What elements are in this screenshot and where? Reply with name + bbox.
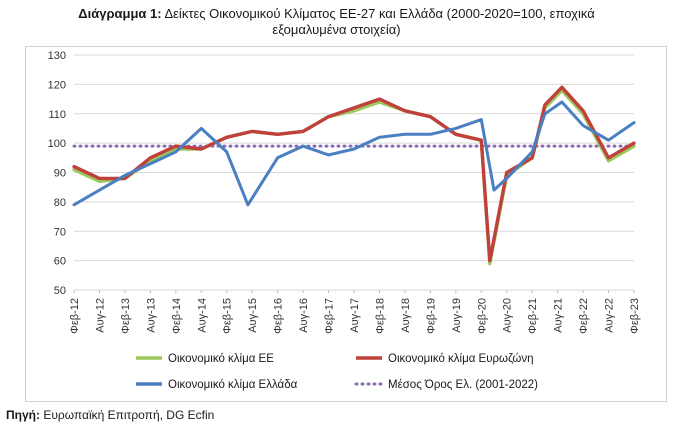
y-tick-label: 80: [54, 197, 66, 209]
y-tick-label: 130: [48, 50, 66, 62]
x-tick-label: Φεβ-21: [527, 298, 539, 334]
legend-label: Οικονομικό κλίμα ΕΕ: [168, 353, 274, 365]
x-tick-label: Αυγ-22: [604, 298, 616, 333]
x-tick-label: Φεβ-23: [629, 298, 641, 334]
chart-frame: 50 60 70 80 90 100 110 120 130 Φεβ-12 Αυγ-12 Φεβ-13…: [25, 46, 667, 402]
series-line: [72, 88, 636, 266]
legend-label: Οικονομικό κλίμα Ευρωζώνη: [388, 353, 533, 365]
x-tick-label: Αυγ-20: [502, 298, 514, 333]
y-tick-label: 100: [48, 138, 66, 150]
chart-title: Διάγραμμα 1: Δείκτες Οικονομικού Κλίματο…: [0, 6, 673, 38]
x-tick-label: Φεβ-22: [578, 298, 590, 334]
y-tick-label: 90: [54, 168, 66, 180]
x-tick-label: Αυγ-13: [145, 298, 157, 333]
x-tick-label: Φεβ-15: [222, 298, 234, 334]
x-tick-label: Αυγ-15: [247, 298, 259, 333]
x-tick-label: Φεβ-18: [374, 298, 386, 334]
y-tick-label: 50: [54, 285, 66, 297]
x-tick-label: Αυγ-14: [196, 298, 208, 333]
x-tick-label: Αυγ-21: [553, 298, 565, 333]
x-tick-label: Αυγ-19: [451, 298, 463, 333]
legend-label: Οικονομικό κλίμα Ελλάδα: [168, 379, 298, 391]
x-tick-label: Φεβ-13: [120, 298, 132, 334]
x-tick-label: Αυγ-18: [400, 298, 412, 333]
source-text: Ευρωπαϊκή Επιτροπή, DG Ecfin: [40, 408, 215, 422]
series-line: [72, 100, 636, 207]
x-tick-label: Αυγ-16: [298, 298, 310, 333]
source-note: Πηγή: Ευρωπαϊκή Επιτροπή, DG Ecfin: [6, 408, 214, 422]
chart-title-prefix: Διάγραμμα 1:: [78, 6, 162, 21]
x-tick-label: Φεβ-17: [324, 298, 336, 334]
y-tick-label: 120: [48, 79, 66, 91]
series-line: [72, 85, 636, 263]
x-tick-label: Φεβ-14: [171, 298, 183, 334]
legend-label: Μέσος Όρος Ελ. (2001-2022): [388, 379, 538, 391]
x-tick-label: Φεβ-19: [425, 298, 437, 334]
chart-title-line2: εξομαλυμένα στοιχεία): [272, 22, 401, 37]
line-chart: 50 60 70 80 90 100 110 120 130 Φεβ-12 Αυγ-12 Φεβ-13…: [48, 50, 641, 391]
x-tick-label: Φεβ-12: [69, 298, 81, 334]
y-tick-label: 110: [48, 109, 66, 121]
y-tick-label: 60: [54, 256, 66, 268]
x-tick-label: Φεβ-16: [273, 298, 285, 334]
x-tick-label: Αυγ-12: [94, 298, 106, 333]
chart-title-line1: Δείκτες Οικονομικού Κλίματος ΕΕ-27 και Ε…: [161, 6, 595, 21]
x-tick-label: Φεβ-20: [476, 298, 488, 334]
x-tick-label: Αυγ-17: [349, 298, 361, 333]
source-label: Πηγή:: [6, 408, 40, 422]
y-tick-label: 70: [54, 226, 66, 238]
